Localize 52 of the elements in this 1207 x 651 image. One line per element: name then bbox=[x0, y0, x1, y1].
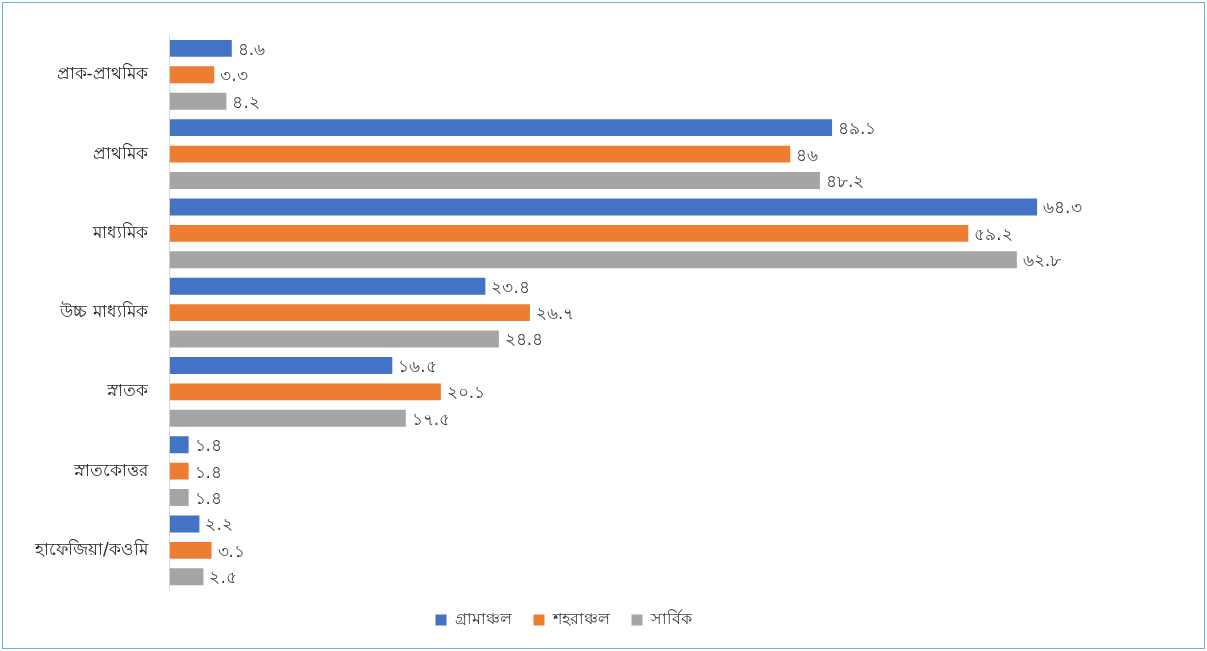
data-label: ২৬.৭ bbox=[535, 303, 575, 324]
data-label: ৪৮.২ bbox=[825, 170, 865, 191]
data-label: ৬২.৮ bbox=[1022, 250, 1062, 271]
bar bbox=[169, 568, 204, 586]
data-label: ৪৬ bbox=[796, 144, 819, 165]
y-tick-label: মাধ্যমিক bbox=[91, 221, 149, 242]
data-label: ২৩.৪ bbox=[491, 276, 530, 297]
bar bbox=[169, 462, 189, 480]
bar bbox=[169, 251, 1017, 269]
bar bbox=[169, 515, 200, 533]
data-label: ১৭.৫ bbox=[411, 408, 451, 429]
bar bbox=[169, 119, 833, 137]
data-label: ৫৯.২ bbox=[974, 223, 1013, 244]
y-tick-label: স্নাতকোত্তর bbox=[72, 459, 149, 480]
data-label: ২.২ bbox=[205, 514, 233, 535]
legend-label: সার্বিক bbox=[649, 609, 693, 629]
legend-label: শহরাঞ্চল bbox=[551, 609, 611, 629]
data-label: ৩.১ bbox=[217, 540, 245, 561]
data-label: ১.৪ bbox=[194, 461, 223, 482]
y-tick-label: স্নাতক bbox=[105, 380, 149, 401]
bar bbox=[169, 277, 486, 295]
y-tick-label: হাফেজিয়া/কওমি bbox=[33, 538, 149, 559]
y-tick-label: প্রাথমিক bbox=[92, 142, 149, 163]
y-tick-label: উচ্চ মাধ্যমিক bbox=[59, 301, 149, 322]
data-label: ২.৫ bbox=[209, 567, 237, 588]
bar bbox=[169, 409, 406, 427]
bar bbox=[169, 92, 227, 110]
bar bbox=[169, 145, 791, 163]
data-label: ৪.৬ bbox=[237, 38, 266, 59]
bar bbox=[169, 304, 530, 322]
y-tick-label: প্রাক-প্রাথমিক bbox=[56, 63, 149, 84]
data-label: ৪.২ bbox=[232, 91, 260, 112]
bar bbox=[169, 172, 820, 189]
data-label: ১৬.৫ bbox=[398, 355, 437, 376]
data-label: ৪৯.১ bbox=[838, 118, 877, 139]
bar bbox=[169, 489, 189, 506]
legend-label: গ্রামাঞ্চল bbox=[454, 609, 513, 629]
bar bbox=[169, 198, 1038, 216]
bar bbox=[169, 224, 969, 242]
bar bbox=[169, 39, 232, 57]
bar bbox=[169, 356, 393, 374]
bar bbox=[169, 436, 189, 454]
data-label: ১.৪ bbox=[194, 435, 223, 456]
bar bbox=[169, 330, 499, 348]
data-label: ১.৪ bbox=[194, 487, 223, 508]
data-label: ২০.১ bbox=[446, 382, 486, 403]
data-label: ২৪.৪ bbox=[504, 329, 544, 350]
bar bbox=[169, 66, 215, 84]
data-label: ৩.৩ bbox=[220, 65, 248, 86]
bar bbox=[169, 541, 212, 559]
bar bbox=[169, 383, 441, 401]
data-label: ৬৪.৩ bbox=[1043, 197, 1082, 218]
